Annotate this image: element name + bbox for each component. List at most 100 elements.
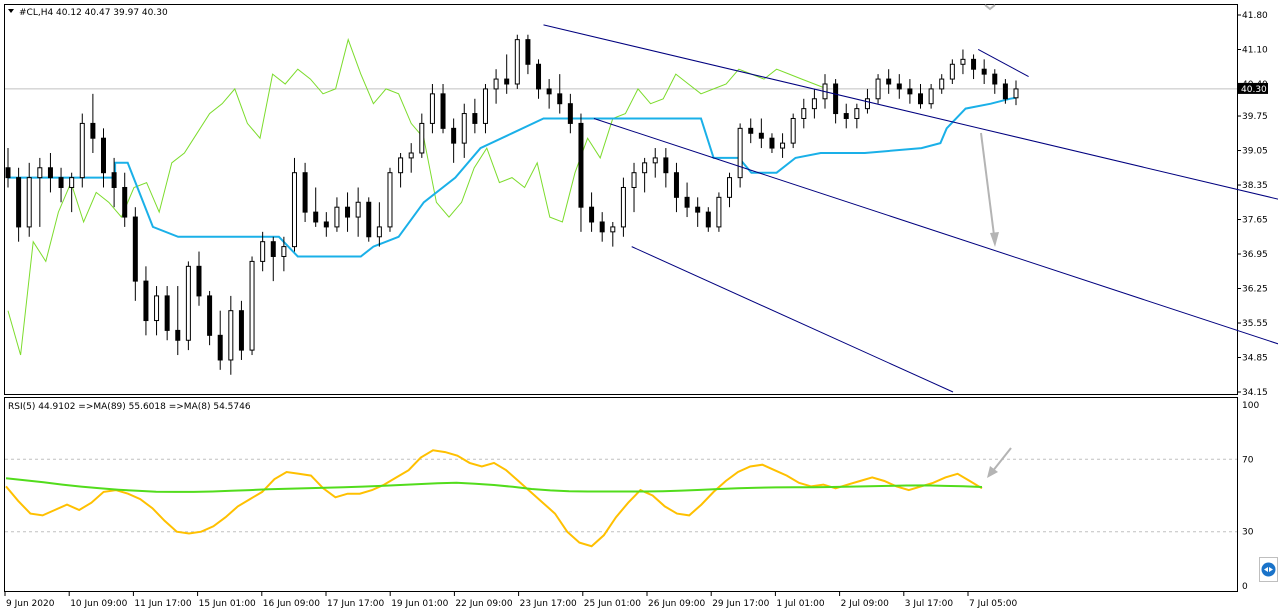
price-tick-label: 39.05	[1242, 147, 1268, 157]
candle	[536, 59, 542, 99]
candle	[981, 59, 987, 84]
candle	[196, 251, 202, 306]
candle-body	[684, 196, 690, 208]
candle	[811, 88, 817, 119]
candle-body	[833, 83, 839, 115]
candle-body	[493, 78, 499, 90]
app-logo-icon[interactable]	[1259, 557, 1278, 582]
candle-body	[705, 211, 711, 228]
price-tick-label: 36.25	[1242, 285, 1268, 295]
kijun-sen-line	[8, 96, 1017, 258]
time-tick-label: 23 Jun 17:00	[520, 599, 577, 609]
current-price-bg	[1238, 82, 1268, 94]
time-tick-label: 1 Jul 01:00	[776, 599, 825, 609]
candle-body	[90, 122, 96, 139]
candle	[599, 212, 605, 242]
candle	[695, 197, 701, 227]
rsi-tick-label: 0	[1242, 582, 1248, 592]
candle	[90, 93, 96, 153]
candle-body	[864, 98, 870, 110]
candle	[610, 221, 616, 247]
candle-body	[928, 88, 934, 105]
candle-body	[387, 172, 393, 228]
candle-body	[132, 216, 138, 282]
rsi-arrow-head-icon	[987, 466, 998, 478]
candle-body	[673, 172, 679, 198]
candle-body	[58, 177, 64, 188]
time-tick-label: 9 Jun 2020	[6, 599, 55, 609]
candle	[557, 74, 563, 114]
candle-body	[313, 211, 319, 223]
triangle-down-icon[interactable]	[8, 9, 14, 13]
candle	[833, 79, 839, 124]
candle-body	[345, 206, 351, 218]
candle-body	[737, 127, 743, 179]
candle	[100, 128, 106, 188]
price-plot-area	[5, 4, 1278, 393]
candle	[758, 118, 764, 149]
candle-body	[557, 93, 563, 105]
time-tick-label: 17 Jun 17:00	[327, 599, 384, 609]
channel-line-1	[543, 24, 1278, 200]
candle	[631, 162, 637, 213]
candle	[281, 236, 287, 272]
time-tick-label: 10 Jun 09:00	[70, 599, 127, 609]
candle	[69, 172, 75, 213]
candle-body	[567, 103, 573, 124]
candle	[525, 34, 531, 75]
candle	[960, 49, 966, 75]
candle-body	[695, 206, 701, 213]
candle	[313, 187, 319, 227]
candle	[398, 152, 404, 188]
channel-line-3	[593, 118, 1278, 345]
candle-body	[122, 186, 128, 218]
candle-body	[5, 167, 11, 179]
candle-body	[238, 310, 244, 351]
candle	[727, 172, 733, 208]
candle	[472, 98, 478, 134]
candle	[949, 59, 955, 84]
candle	[451, 118, 457, 163]
rsi-plot-area	[5, 447, 1237, 548]
candle	[207, 290, 213, 346]
price-tick-label: 41.80	[1242, 11, 1268, 21]
rsi-panel[interactable]	[4, 397, 1238, 592]
candle-body	[419, 122, 425, 154]
candle	[366, 197, 372, 242]
candle-body	[281, 246, 287, 257]
candle-body	[896, 83, 902, 90]
candle-body	[429, 93, 435, 124]
candle	[376, 202, 382, 247]
candle	[175, 286, 181, 356]
down-arrow-head-icon	[990, 232, 999, 247]
time-tick-label: 29 Jun 17:00	[712, 599, 769, 609]
rsi-tick-label: 100	[1242, 401, 1259, 411]
candle	[440, 83, 446, 134]
candle	[589, 192, 595, 232]
candle-body	[185, 265, 191, 341]
candle	[748, 118, 754, 144]
candle	[780, 133, 786, 158]
app-logo-glyph	[1261, 562, 1276, 577]
candle	[345, 192, 351, 232]
candle-body	[26, 177, 32, 228]
candle-body	[376, 226, 382, 238]
candle-body	[960, 58, 966, 65]
price-tick-label: 34.85	[1242, 354, 1268, 364]
candle-body	[1002, 83, 1008, 100]
candle	[238, 300, 244, 360]
candle	[1002, 79, 1008, 104]
candle-body	[546, 88, 552, 95]
candle-body	[780, 142, 786, 149]
candle	[260, 231, 266, 272]
candle	[429, 83, 435, 134]
candle	[504, 54, 510, 94]
candle-body	[536, 63, 542, 90]
rsi-axis: 100 70 30 0	[1242, 401, 1259, 592]
candle-body	[610, 226, 616, 233]
candle	[578, 113, 584, 232]
candle-body	[886, 78, 892, 85]
time-tick-label: 16 Jun 09:00	[263, 599, 320, 609]
candle	[37, 157, 43, 227]
